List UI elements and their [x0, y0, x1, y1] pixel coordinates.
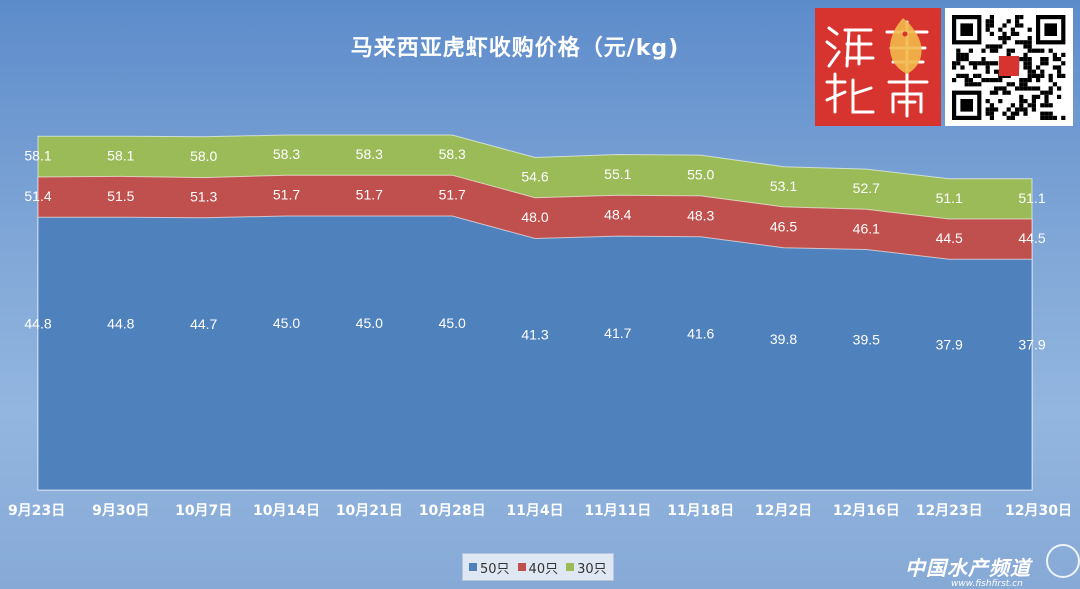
x-tick-label: 12月16日: [833, 503, 900, 519]
data-label: 53.1: [770, 178, 797, 194]
data-label: 58.1: [107, 147, 134, 163]
data-label: 51.7: [273, 187, 300, 203]
data-label: 51.7: [439, 187, 466, 203]
data-label: 54.6: [521, 169, 548, 185]
data-label: 51.4: [24, 188, 51, 204]
data-label: 58.3: [356, 146, 383, 162]
watermark-url: www.fishfirst.cn: [951, 579, 1023, 589]
data-label: 58.1: [24, 148, 51, 164]
data-label: 39.5: [853, 332, 880, 348]
legend-item: 50只: [469, 558, 510, 577]
qr-code: [945, 8, 1073, 126]
x-tick-label: 12月23日: [916, 503, 983, 519]
x-tick-label: 10月21日: [336, 503, 403, 519]
data-label: 41.3: [521, 326, 548, 342]
x-tick-label: 10月7日: [175, 503, 232, 519]
data-label: 45.0: [356, 315, 383, 331]
data-label: 48.0: [521, 209, 548, 225]
x-tick-label: 11月11日: [584, 503, 651, 519]
data-label: 51.7: [356, 187, 383, 203]
data-label: 51.5: [107, 188, 134, 204]
data-label: 52.7: [853, 180, 880, 196]
x-tick-label: 11月4日: [506, 503, 563, 519]
x-tick-label: 9月23日: [8, 503, 65, 519]
data-label: 46.5: [770, 218, 797, 234]
data-label: 45.0: [439, 315, 466, 331]
x-tick-label: 11月18日: [667, 503, 734, 519]
data-label: 46.1: [853, 220, 880, 236]
brand-logo: [815, 8, 941, 126]
data-label: 41.7: [604, 325, 631, 341]
legend-swatch-40: [517, 563, 526, 571]
chart-legend: 50只 40只 30只: [462, 553, 614, 581]
data-label: 55.0: [687, 167, 714, 183]
data-label: 44.8: [24, 316, 51, 332]
legend-item: 40只: [517, 558, 559, 577]
data-label: 48.3: [687, 207, 714, 223]
legend-label: 30只: [577, 561, 607, 577]
watermark-title: 中国水产频道: [905, 556, 1031, 580]
data-label: 44.7: [190, 316, 217, 332]
legend-label: 50只: [480, 561, 510, 577]
data-label: 41.6: [687, 325, 714, 341]
data-label: 58.3: [273, 146, 300, 162]
legend-item: 30只: [566, 558, 607, 577]
data-label: 58.0: [190, 148, 217, 164]
legend-swatch-50: [469, 563, 477, 571]
data-label: 44.5: [1018, 230, 1045, 246]
legend-swatch-30: [566, 563, 575, 571]
x-tick-label: 12月2日: [755, 503, 812, 519]
data-label: 48.4: [604, 207, 631, 223]
area-series-50只: [37, 215, 1033, 491]
data-label: 55.1: [604, 166, 631, 182]
data-label: 51.1: [1018, 190, 1045, 206]
x-tick-label: 12月30日: [1005, 503, 1072, 519]
x-tick-label: 10月28日: [419, 503, 486, 519]
data-label: 51.1: [936, 190, 963, 206]
data-label: 44.8: [107, 316, 134, 332]
data-label: 44.5: [936, 230, 963, 246]
legend-label: 40只: [528, 561, 559, 577]
data-label: 51.3: [190, 189, 217, 205]
globe-icon: [1046, 544, 1080, 578]
watermark: 中国水产频道 www.fishfirst.cn: [905, 552, 1031, 589]
x-tick-label: 9月30日: [92, 503, 149, 519]
data-label: 58.3: [439, 146, 466, 162]
data-label: 37.9: [1018, 337, 1045, 353]
data-label: 37.9: [936, 337, 963, 353]
data-label: 39.8: [770, 331, 797, 347]
chart-title: 马来西亚虎虾收购价格（元/kg): [350, 36, 680, 61]
x-tick-label: 10月14日: [253, 503, 320, 519]
data-label: 45.0: [273, 315, 300, 331]
